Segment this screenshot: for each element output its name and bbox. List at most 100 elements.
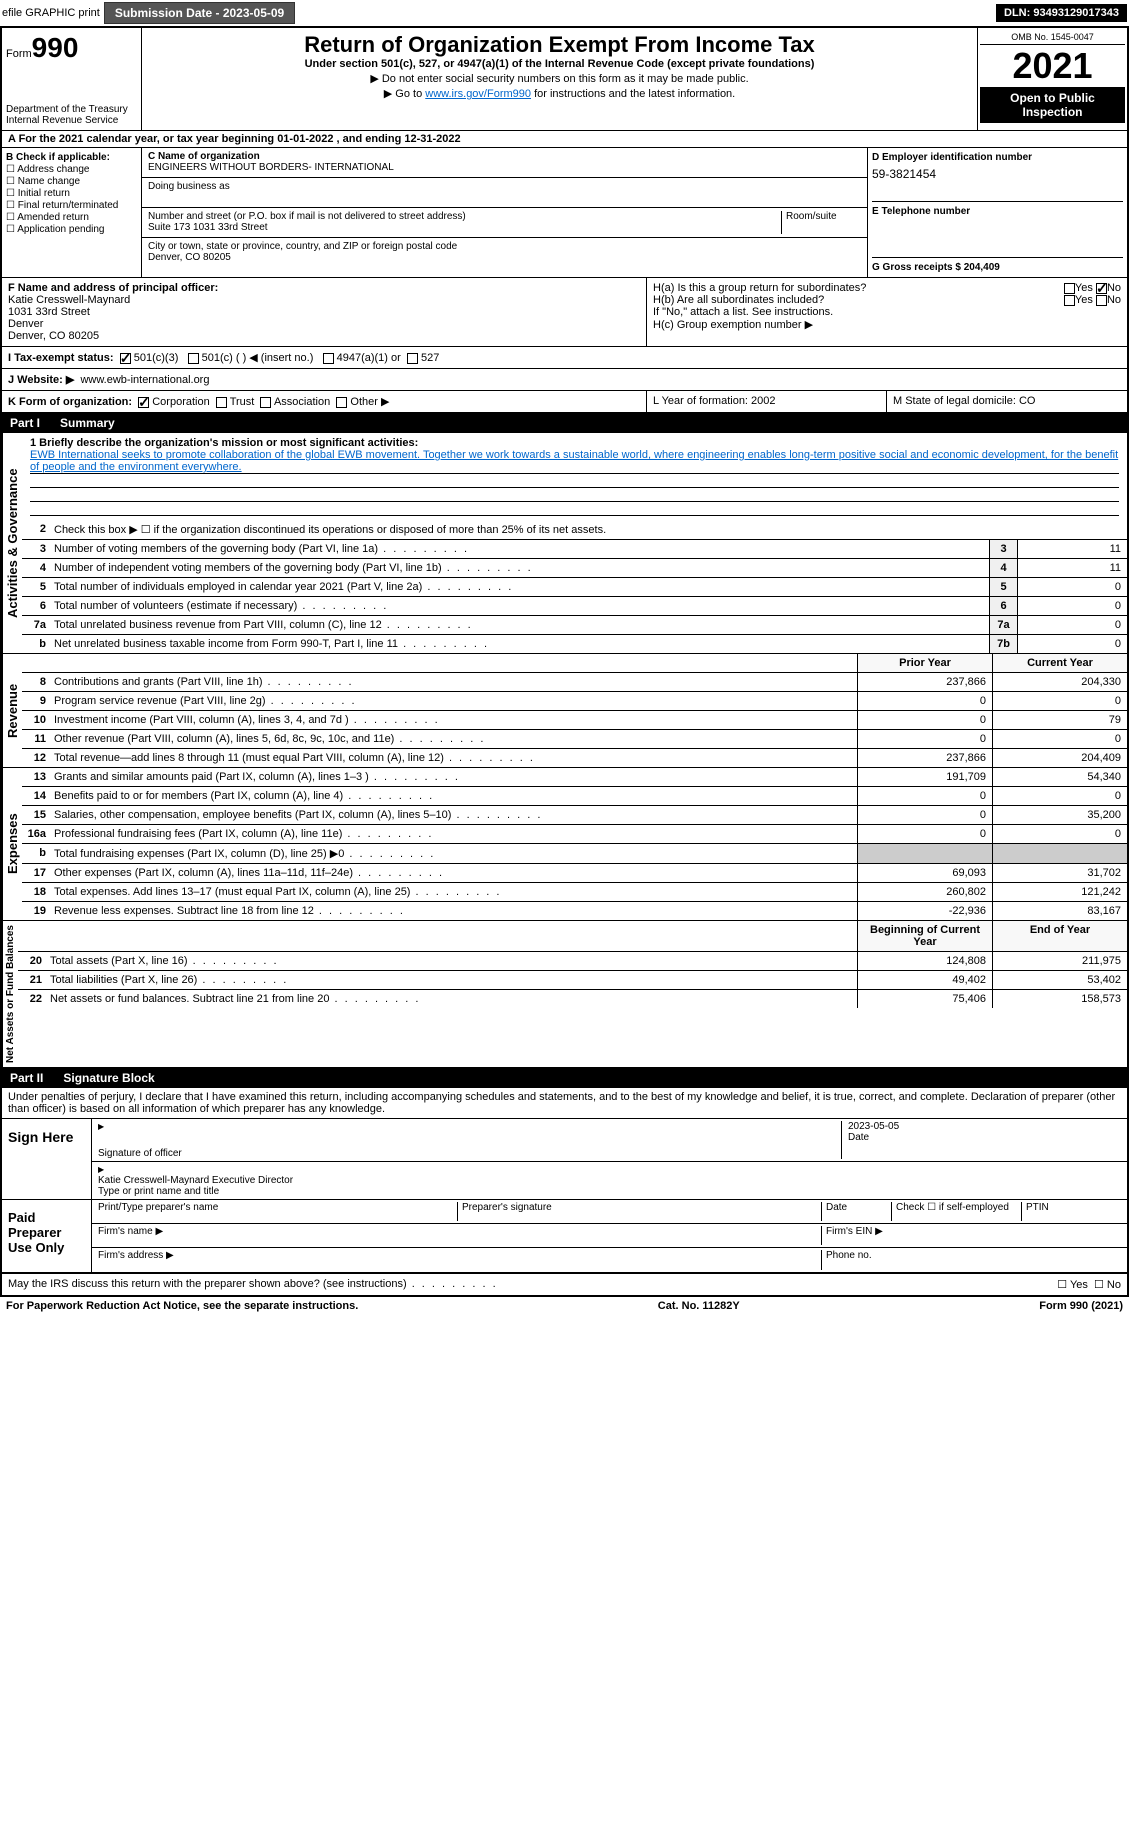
net-rows-line-21: 21Total liabilities (Part X, line 26)49,… (18, 971, 1127, 990)
telephone-label: E Telephone number (872, 206, 1123, 217)
ssn-note: ▶ Do not enter social security numbers o… (150, 72, 969, 85)
phone-label: Phone no. (821, 1250, 1121, 1270)
firm-ein-label: Firm's EIN ▶ (821, 1226, 1121, 1245)
part2-header: Part II Signature Block (2, 1068, 1127, 1088)
chk-other[interactable] (336, 397, 347, 408)
room-suite: Room/suite (781, 211, 861, 234)
officer-name: Katie Cresswell-Maynard (8, 294, 640, 306)
fh-row: F Name and address of principal officer:… (2, 278, 1127, 347)
section-revenue: Revenue Prior Year Current Year 8Contrib… (2, 654, 1127, 768)
website-url: www.ewb-international.org (80, 374, 209, 386)
exp-rows-line-18: 18Total expenses. Add lines 13–17 (must … (22, 883, 1127, 902)
chk-527[interactable] (407, 353, 418, 364)
form-header: Form990 Department of the Treasury Inter… (2, 28, 1127, 131)
gov-line-5: 5Total number of individuals employed in… (22, 578, 1127, 597)
rev-rows-line-10: 10Investment income (Part VIII, column (… (22, 711, 1127, 730)
dba-row: Doing business as (142, 178, 867, 208)
street-address: Suite 173 1031 33rd Street (148, 222, 781, 233)
firm-name-label: Firm's name ▶ (98, 1226, 821, 1245)
year-cell: OMB No. 1545-0047 2021 Open to Public In… (977, 28, 1127, 130)
chk-amended[interactable]: ☐ Amended return (6, 212, 137, 223)
col-c-org-info: C Name of organization ENGINEERS WITHOUT… (142, 148, 867, 277)
gov-line-7a: 7aTotal unrelated business revenue from … (22, 616, 1127, 635)
exp-rows-line-13: 13Grants and similar amounts paid (Part … (22, 768, 1127, 787)
chk-initial-return[interactable]: ☐ Initial return (6, 188, 137, 199)
hb-yes[interactable] (1064, 295, 1075, 306)
irs-link[interactable]: www.irs.gov/Form990 (425, 88, 531, 100)
firm-addr-label: Firm's address ▶ (98, 1250, 821, 1270)
state-domicile: M State of legal domicile: CO (887, 391, 1127, 412)
self-employed-check[interactable]: Check ☐ if self-employed (891, 1202, 1021, 1221)
omb-number: OMB No. 1545-0047 (980, 30, 1125, 45)
sign-here-block: Sign Here Signature of officer 2023-05-0… (2, 1118, 1127, 1200)
rev-rows-line-8: 8Contributions and grants (Part VIII, li… (22, 673, 1127, 692)
mission-text: EWB International seeks to promote colla… (30, 449, 1119, 474)
sidebar-revenue: Revenue (2, 654, 22, 767)
page-footer: For Paperwork Reduction Act Notice, see … (0, 1297, 1129, 1315)
gov-line-4: 4Number of independent voting members of… (22, 559, 1127, 578)
may-irs-row: May the IRS discuss this return with the… (2, 1273, 1127, 1295)
mission-block: 1 Briefly describe the organization's mi… (22, 433, 1127, 520)
current-year-header: Current Year (992, 654, 1127, 672)
chk-501c3[interactable] (120, 353, 131, 364)
preparer-sig-label: Preparer's signature (457, 1202, 821, 1221)
preparer-name-label: Print/Type preparer's name (98, 1202, 457, 1221)
col-d-ein: D Employer identification number 59-3821… (867, 148, 1127, 277)
dln-label: DLN: 93493129017343 (996, 4, 1127, 22)
gov-line-3: 3Number of voting members of the governi… (22, 540, 1127, 559)
line-2-discontinue: Check this box ▶ ☐ if the organization d… (50, 520, 1127, 539)
form-number-cell: Form990 Department of the Treasury Inter… (2, 28, 142, 130)
hb-no[interactable] (1096, 295, 1107, 306)
section-expenses: Expenses 13Grants and similar amounts pa… (2, 768, 1127, 921)
street-row: Number and street (or P.O. box if mail i… (142, 208, 867, 238)
col-f-officer: F Name and address of principal officer:… (2, 278, 647, 346)
tax-year: 2021 (980, 45, 1125, 87)
section-governance: Activities & Governance 1 Briefly descri… (2, 433, 1127, 654)
irs-yes[interactable]: ☐ Yes (1057, 1278, 1088, 1291)
city-state-zip: Denver, CO 80205 (148, 252, 861, 263)
net-rows-line-22: 22Net assets or fund balances. Subtract … (18, 990, 1127, 1008)
ha-yes[interactable] (1064, 283, 1075, 294)
chk-app-pending[interactable]: ☐ Application pending (6, 224, 137, 235)
form-title: Return of Organization Exempt From Incom… (150, 32, 969, 58)
sidebar-expenses: Expenses (2, 768, 22, 920)
exp-rows-line-15: 15Salaries, other compensation, employee… (22, 806, 1127, 825)
submission-date-button[interactable]: Submission Date - 2023-05-09 (104, 2, 295, 24)
exp-rows-line-17: 17Other expenses (Part IX, column (A), l… (22, 864, 1127, 883)
row-a-tax-year: A For the 2021 calendar year, or tax yea… (2, 131, 1127, 148)
chk-name-change[interactable]: ☐ Name change (6, 176, 137, 187)
sidebar-net-assets: Net Assets or Fund Balances (2, 921, 18, 1067)
form-subtitle: Under section 501(c), 527, or 4947(a)(1)… (150, 58, 969, 70)
city-row: City or town, state or province, country… (142, 238, 867, 268)
chk-501c[interactable] (188, 353, 199, 364)
rev-rows-line-11: 11Other revenue (Part VIII, column (A), … (22, 730, 1127, 749)
org-name-row: C Name of organization ENGINEERS WITHOUT… (142, 148, 867, 178)
row-j-website: J Website: ▶ www.ewb-international.org (2, 369, 1127, 391)
efile-label: efile GRAPHIC print (2, 7, 100, 19)
chk-trust[interactable] (216, 397, 227, 408)
org-name: ENGINEERS WITHOUT BORDERS- INTERNATIONAL (148, 162, 861, 173)
irs-no[interactable]: ☐ No (1094, 1278, 1121, 1291)
eoy-header: End of Year (992, 921, 1127, 951)
sig-date-value: 2023-05-05 (848, 1121, 1121, 1132)
ha-no[interactable] (1096, 283, 1107, 294)
gov-line-7b: bNet unrelated business taxable income f… (22, 635, 1127, 653)
sig-officer-label: Signature of officer (98, 1148, 182, 1159)
col-h-group: H(a) Is this a group return for subordin… (647, 278, 1127, 346)
row-klm: K Form of organization: Corporation Trus… (2, 391, 1127, 413)
chk-corp[interactable] (138, 397, 149, 408)
chk-final-return[interactable]: ☐ Final return/terminated (6, 200, 137, 211)
part1-header: Part I Summary (2, 413, 1127, 433)
chk-address-change[interactable]: ☐ Address change (6, 164, 137, 175)
chk-4947[interactable] (323, 353, 334, 364)
goto-note: ▶ Go to www.irs.gov/Form990 for instruct… (150, 87, 969, 100)
dept-treasury: Department of the Treasury (6, 104, 137, 115)
gross-receipts: G Gross receipts $ 204,409 (872, 262, 1123, 273)
chk-assoc[interactable] (260, 397, 271, 408)
bocy-header: Beginning of Current Year (857, 921, 992, 951)
form-container: Form990 Department of the Treasury Inter… (0, 26, 1129, 1297)
exp-rows-line-19: 19Revenue less expenses. Subtract line 1… (22, 902, 1127, 920)
officer-typed-name: Katie Cresswell-Maynard Executive Direct… (98, 1175, 1121, 1186)
exp-rows-line-b: bTotal fundraising expenses (Part IX, co… (22, 844, 1127, 864)
exp-rows-line-14: 14Benefits paid to or for members (Part … (22, 787, 1127, 806)
